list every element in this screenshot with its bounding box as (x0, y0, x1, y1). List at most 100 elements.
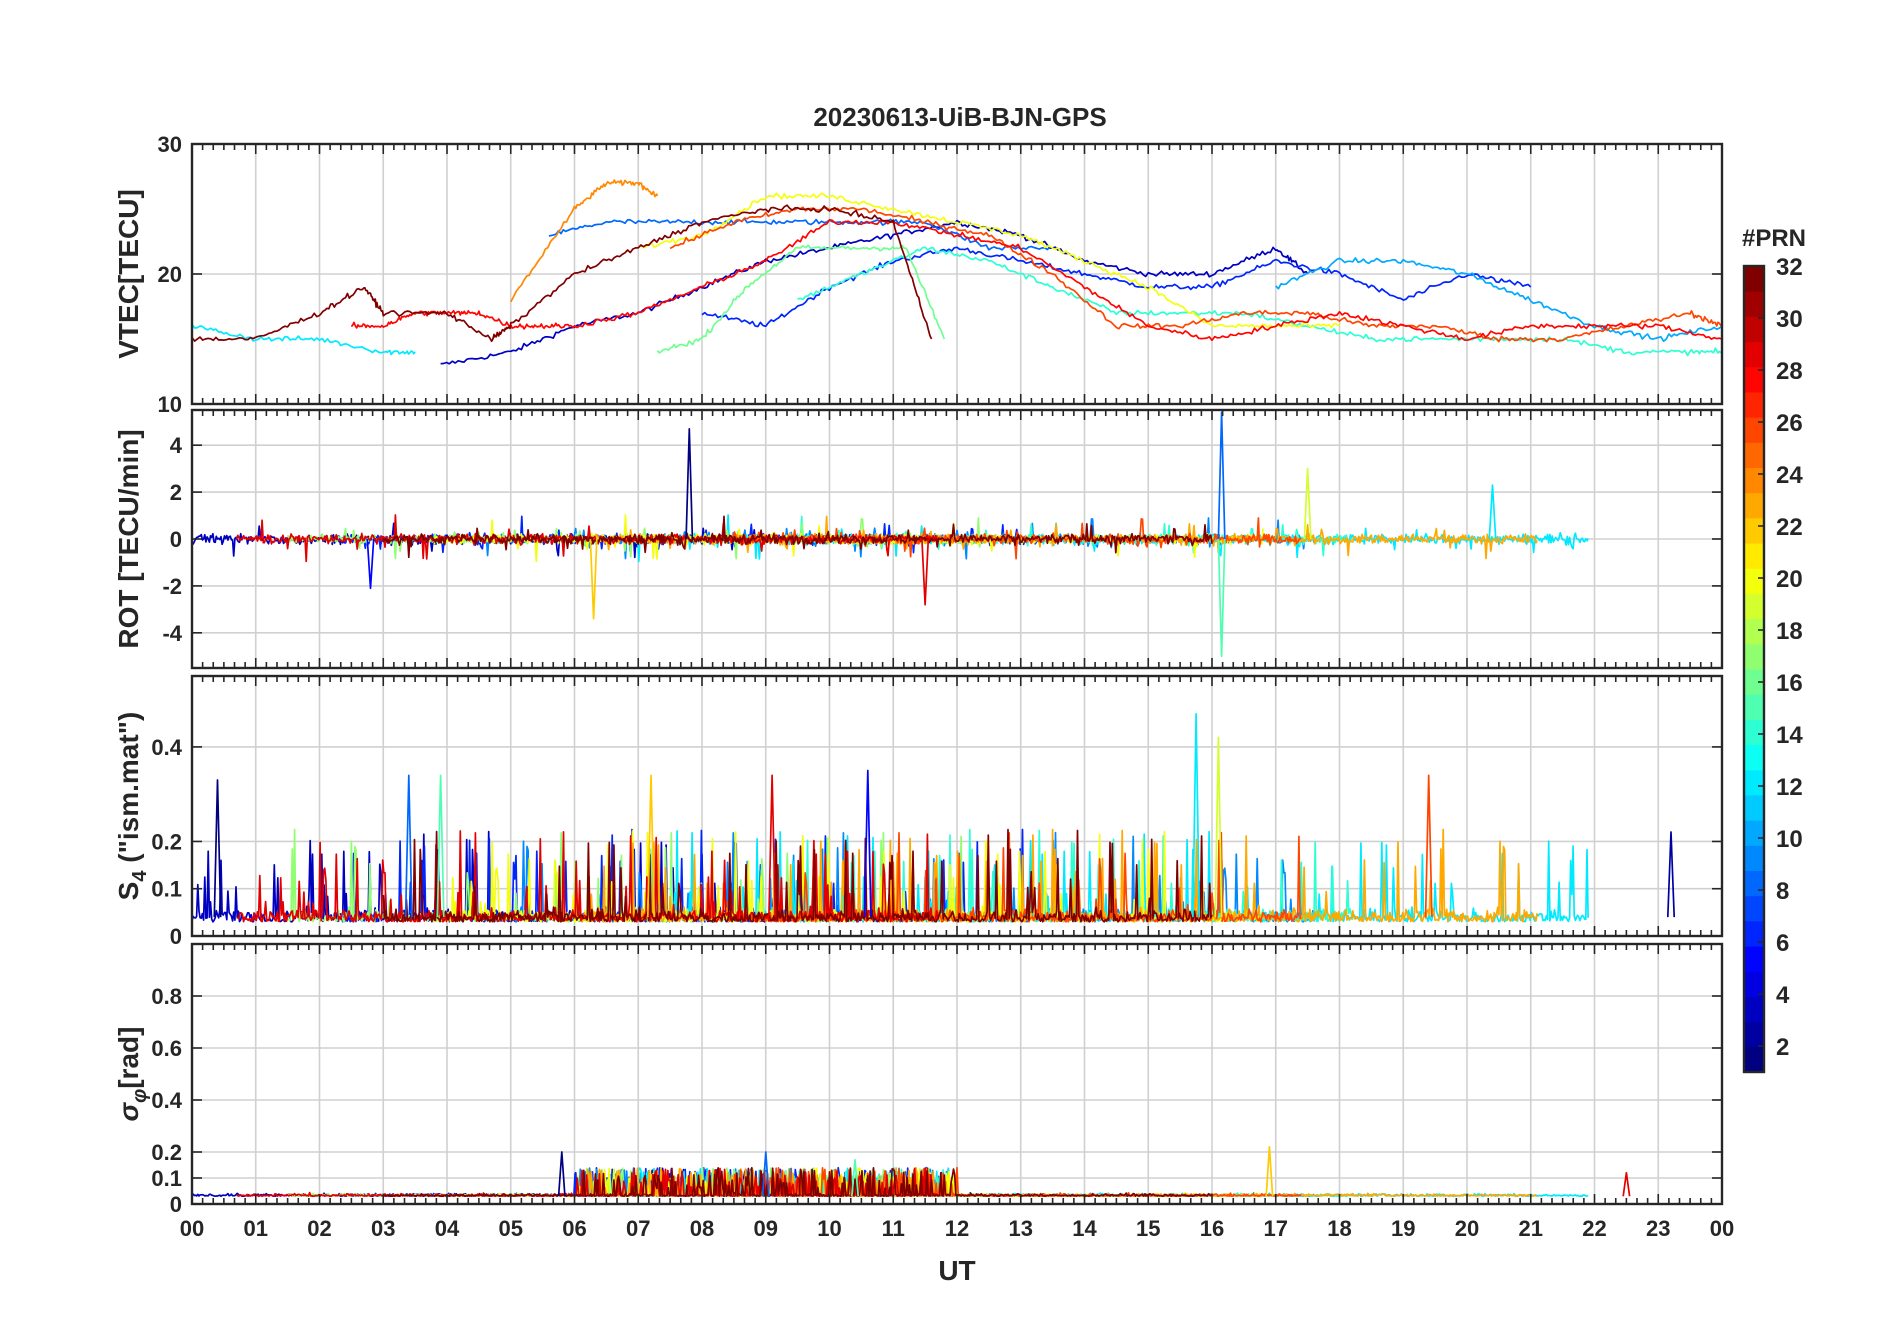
y-axis-label: σφ[rad] (113, 1027, 151, 1122)
colorbar-swatch (1744, 341, 1764, 368)
y-axis-label: S4 ("ism.mat") (113, 712, 151, 901)
colorbar-swatch (1744, 643, 1764, 670)
vtec-series-prn-8 (548, 217, 1053, 251)
x-tick-label: 14 (1072, 1216, 1097, 1241)
colorbar-swatch (1744, 744, 1764, 771)
colorbar-swatch (1744, 845, 1764, 871)
x-tick-label: 05 (499, 1216, 523, 1241)
colorbar-tick-label: 12 (1776, 774, 1803, 801)
colorbar-swatch (1744, 442, 1764, 468)
rot-peak (1303, 467, 1312, 540)
colorbar-swatch (1744, 895, 1764, 922)
s4-peak (1192, 712, 1201, 918)
x-tick-label: 04 (435, 1216, 460, 1241)
vtec-series-prn-12 (192, 323, 416, 356)
colorbar-tick-label: 28 (1776, 358, 1803, 385)
colorbar-tick-label: 24 (1776, 462, 1803, 489)
colorbar-swatch (1744, 794, 1764, 821)
y-tick-label: 0 (170, 1192, 182, 1217)
vtec-series-prn-28 (350, 219, 1722, 342)
sigma-phi-peak (850, 1158, 860, 1197)
x-tick-label: 11 (882, 1216, 905, 1241)
x-tick-label: 13 (1009, 1216, 1033, 1241)
x-tick-label: 17 (1264, 1216, 1288, 1241)
x-tick-label: 06 (562, 1216, 586, 1241)
panel-sigma-phi: 00.10.2 0.4 0.6 0.8σφ[rad] (113, 942, 1724, 1217)
y-tick-label: -4 (162, 621, 182, 646)
rot-series-prn-32 (382, 515, 1213, 559)
colorbar-swatch (1744, 1046, 1764, 1073)
x-tick-label: 07 (626, 1216, 650, 1241)
x-tick-label: 20 (1455, 1216, 1479, 1241)
x-tick-label: 08 (690, 1216, 714, 1241)
y-tick-label: 0.1 (151, 877, 182, 902)
y-tick-label: 0 (170, 924, 182, 949)
x-tick-label: 10 (817, 1216, 841, 1241)
y-tick-label: 0.4 (151, 735, 182, 760)
y-tick-label: 20 (158, 262, 182, 287)
s4-peak (436, 774, 445, 918)
s4-peak (646, 774, 656, 918)
s4-peak (863, 769, 872, 918)
sigma-phi-peak (761, 1151, 770, 1197)
rot-peak (1488, 484, 1497, 540)
colorbar-swatch (1744, 593, 1764, 620)
x-tick-label: 03 (371, 1216, 395, 1241)
x-tick-label: 00 (1710, 1216, 1734, 1241)
colorbar-tick-label: 20 (1776, 566, 1803, 593)
s4-peak (1214, 736, 1223, 918)
y-tick-label: -2 (162, 574, 182, 599)
s4-series-prn-32 (382, 828, 1213, 923)
vtec-series-prn-6 (701, 246, 1532, 328)
rot-peak (366, 538, 375, 590)
colorbar-tick-label: 32 (1776, 254, 1803, 281)
s4-peak (1424, 774, 1433, 918)
vtec-series-prn-3 (440, 219, 1309, 365)
sigma-phi-peak (1622, 1171, 1631, 1197)
y-tick-label: 0.1 (151, 1166, 182, 1191)
colorbar-swatch (1744, 946, 1764, 972)
plot-area (192, 411, 1589, 658)
plot-area (192, 712, 1676, 923)
y-tick-label: 4 (170, 433, 183, 458)
colorbar-tick-label: 14 (1776, 722, 1803, 749)
colorbar-swatch (1744, 291, 1764, 317)
y-tick-label: 0.4 (151, 1088, 182, 1113)
colorbar-swatch (1744, 870, 1764, 897)
colorbar-swatch (1744, 266, 1764, 292)
x-tick-label: 19 (1391, 1216, 1415, 1241)
rot-peak (1217, 538, 1226, 658)
colorbar-swatch (1744, 543, 1764, 569)
y-tick-label: 2 (170, 480, 182, 505)
colorbar-tick-label: 16 (1776, 670, 1803, 697)
y-tick-label: 0.2 (151, 829, 182, 854)
colorbar-tick-label: 6 (1776, 930, 1789, 957)
s4-peak (768, 774, 777, 918)
panel-s4: 0 0.1 0.2 0.4S4 ("ism.mat") (113, 674, 1724, 949)
x-tick-label: 00 (180, 1216, 204, 1241)
colorbar-swatch (1744, 1021, 1764, 1048)
figure-title: 20230613-UiB-BJN-GPS (813, 102, 1106, 132)
panel-rot: -4 -2 0 2 4 ROT [TECU/min] (113, 408, 1724, 670)
colorbar-tick-label: 22 (1776, 514, 1803, 541)
x-tick-label: 02 (307, 1216, 331, 1241)
colorbar-swatch (1744, 492, 1764, 519)
colorbar-swatch (1744, 618, 1764, 645)
y-tick-label: 10 (158, 392, 182, 417)
colorbar-swatch (1744, 996, 1764, 1023)
x-tick-label: 21 (1519, 1216, 1543, 1241)
colorbar-swatch (1744, 417, 1764, 443)
vtec-series-prn-32 (192, 204, 933, 343)
colorbar-swatch (1744, 820, 1764, 846)
colorbar-tick-label: 8 (1776, 878, 1789, 905)
vtec-series-prn-24 (510, 179, 659, 303)
x-tick-label: 09 (754, 1216, 778, 1241)
y-tick-label: 30 (158, 132, 182, 157)
y-axis-label: VTEC[TECU] (113, 189, 144, 359)
rot-peak (921, 538, 930, 606)
colorbar-swatch (1744, 366, 1764, 393)
x-tick-label: 18 (1327, 1216, 1351, 1241)
colorbar-swatch (1744, 769, 1764, 796)
